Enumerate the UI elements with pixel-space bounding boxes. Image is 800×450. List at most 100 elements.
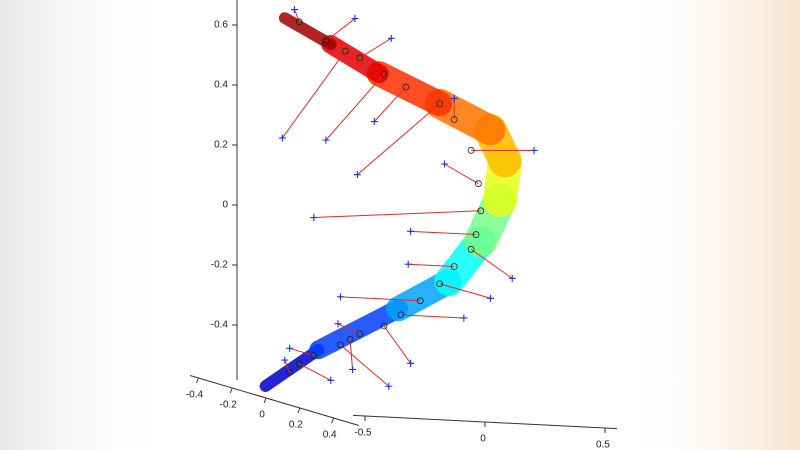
x-tick — [229, 387, 233, 394]
fitted-point — [322, 37, 330, 45]
residual-line — [444, 163, 479, 185]
residual-line — [299, 363, 331, 381]
x-tick — [297, 407, 301, 414]
fitted-point — [341, 47, 349, 55]
residual-line — [408, 263, 455, 267]
z-tick-label: 0.6 — [214, 20, 228, 31]
observed-point — [387, 34, 395, 42]
surface-segment — [259, 343, 325, 392]
y-tick-label: 0 — [480, 434, 486, 445]
observed-point — [508, 274, 516, 282]
fitted-point — [346, 335, 354, 343]
residual-line — [289, 347, 314, 356]
fitted-point — [356, 54, 364, 62]
fitted-point — [295, 18, 303, 26]
points — [278, 6, 538, 390]
surface-segment — [366, 61, 453, 117]
fitted-point — [436, 100, 444, 108]
observed-point — [310, 214, 318, 222]
fitted-point — [467, 245, 475, 253]
surface-segment — [321, 34, 389, 84]
y-tick-label: 0.5 — [596, 440, 610, 450]
z-tick-label: 0.4 — [214, 80, 228, 91]
fitted-point — [397, 311, 405, 319]
observed-point — [322, 136, 330, 144]
residual-line — [357, 103, 440, 176]
x-tick-label: 0.2 — [289, 420, 303, 431]
x-tick-label: 0.4 — [323, 430, 337, 441]
fitted-point — [450, 263, 458, 270]
left-edge-blur — [0, 0, 170, 450]
residual-line — [325, 18, 356, 42]
x-tick — [263, 397, 267, 404]
observed-point — [450, 94, 458, 102]
fitted-point — [450, 116, 458, 123]
observed-point — [460, 314, 468, 322]
fitted-point — [474, 180, 482, 188]
observed-point — [278, 134, 286, 142]
x-tick-label: 0 — [259, 410, 265, 421]
observed-point — [404, 260, 412, 268]
residual-line — [313, 210, 481, 219]
residual-line — [340, 344, 390, 387]
fitted-point — [477, 207, 485, 215]
fitted-point — [402, 83, 410, 91]
observed-point — [334, 320, 342, 328]
fitted-point — [310, 352, 318, 359]
observed-point — [327, 376, 335, 384]
residual-line — [400, 314, 464, 319]
residual-line — [337, 323, 361, 335]
residual-line — [281, 50, 346, 139]
observed-point — [281, 356, 289, 364]
x-tick — [331, 417, 335, 424]
x-tick-label: -0.4 — [186, 390, 204, 401]
residual-line — [325, 73, 385, 141]
surface-segment — [278, 12, 337, 51]
observed-point — [370, 118, 378, 126]
observed-point — [290, 6, 298, 14]
observed-point — [441, 160, 448, 168]
fitted-point — [295, 360, 303, 368]
surface — [259, 12, 522, 392]
z-tick-label: 0.2 — [214, 140, 228, 151]
z-tick-label: -0.2 — [211, 260, 229, 271]
z-tick-label: -0.4 — [211, 320, 229, 331]
fitted-point — [286, 368, 294, 376]
fitted-point — [380, 70, 388, 78]
fitted-point — [436, 280, 444, 288]
fitted-point — [356, 330, 364, 338]
residual-line — [470, 248, 513, 279]
observed-point — [353, 171, 361, 179]
observed-point — [351, 15, 359, 23]
residual-line — [439, 283, 491, 299]
residual-line — [373, 86, 407, 122]
x-axis — [189, 375, 360, 426]
residual-line — [349, 339, 354, 370]
fitted-point — [380, 322, 388, 330]
residual-line — [383, 325, 412, 364]
observed-point — [486, 294, 494, 302]
residual-line — [293, 9, 300, 22]
residual-line — [340, 296, 421, 302]
residual-line — [284, 359, 291, 373]
fitted-point — [416, 297, 424, 305]
observed-point — [385, 382, 393, 390]
observed-point — [349, 365, 357, 373]
fitted-point — [472, 231, 480, 238]
observed-point — [530, 146, 538, 154]
observed-point — [407, 359, 415, 367]
fitted-point — [337, 341, 344, 349]
observed-point — [336, 293, 344, 301]
y-tick-label: -0.5 — [354, 428, 372, 439]
surface-segment — [309, 299, 408, 360]
residual-line — [410, 230, 476, 236]
fitted-point — [467, 146, 475, 154]
observed-point — [407, 227, 415, 235]
z-tick-label: 0 — [222, 200, 228, 211]
x-tick — [195, 377, 199, 384]
observed-point — [286, 344, 294, 352]
right-edge-blur — [620, 0, 800, 450]
x-tick-label: -0.2 — [220, 400, 238, 411]
